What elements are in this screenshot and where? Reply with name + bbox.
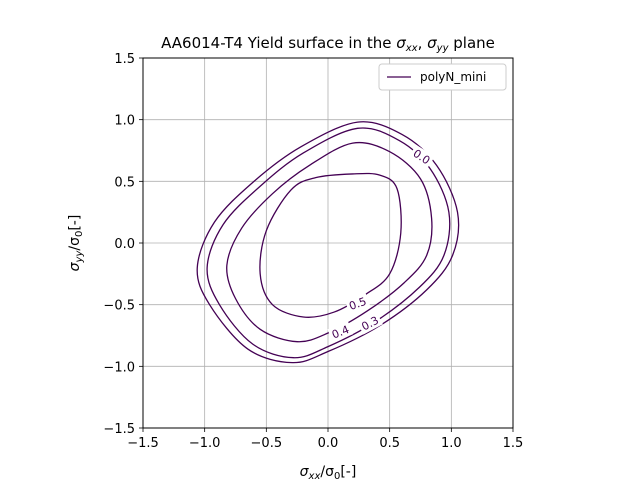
y-tick-label: −0.5: [103, 299, 135, 314]
x-axis-label: σxx/σ0[-]: [300, 464, 357, 480]
x-tick-label: −0.5: [251, 436, 283, 451]
contour-line: [226, 141, 433, 343]
contour-line: [196, 121, 460, 364]
contour-line: [259, 172, 402, 318]
x-tick-label: 1.5: [503, 436, 524, 451]
contour-label-group: 0.4: [327, 321, 354, 343]
x-ticks: −1.5 −1.0 −0.5 0.0 0.5 1.0 1.5: [127, 428, 523, 451]
y-tick-label: −1.5: [103, 422, 135, 437]
x-tick-label: −1.0: [189, 436, 221, 451]
contour-label: 0.4: [330, 323, 351, 342]
x-tick-label: 1.0: [441, 436, 462, 451]
y-tick-label: 1.0: [114, 114, 135, 129]
y-tick-label: 1.5: [114, 52, 135, 67]
contour-line: [206, 127, 451, 359]
contour-label-group: 0.0: [408, 144, 435, 169]
legend-box: [378, 63, 507, 91]
series-layer: [196, 121, 460, 364]
x-tick-label: −1.5: [127, 436, 159, 451]
y-ticks: 1.5 1.0 0.5 0.0 −0.5 −1.0 −1.5: [103, 52, 143, 437]
contour-label-bg: [408, 144, 435, 169]
contour-label: 0.5: [347, 295, 368, 313]
x-tick-label: 0.0: [318, 436, 339, 451]
contour-label-bg: [344, 293, 371, 314]
legend-label: polyN_mini: [420, 70, 486, 84]
y-tick-label: 0.0: [114, 237, 135, 252]
y-tick-label: −1.0: [103, 360, 135, 375]
contour-label-group: 0.5: [344, 293, 371, 314]
y-axis-label: σyy/σ0[-]: [67, 215, 85, 272]
chart-title: AA6014-T4 Yield surface in the σxx, σyy …: [161, 34, 495, 54]
y-tick-label: 0.5: [114, 175, 135, 190]
contour-label-bg: [356, 311, 383, 335]
legend: polyN_mini: [378, 63, 507, 91]
x-tick-label: 0.5: [379, 436, 400, 451]
contour-label-bg: [327, 321, 354, 343]
grid: [142, 57, 514, 429]
